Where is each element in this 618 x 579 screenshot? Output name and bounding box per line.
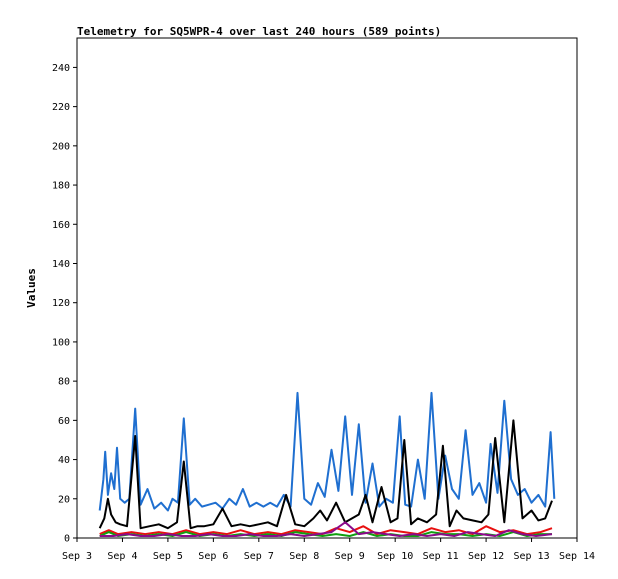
x-tick-label: Sep 13 xyxy=(513,551,549,562)
series-line-4 xyxy=(99,531,552,537)
y-tick-label: 0 xyxy=(64,534,70,545)
y-axis-label: Values xyxy=(25,268,38,308)
x-tick-label: Sep 5 xyxy=(153,551,183,562)
plot-frame xyxy=(76,37,578,539)
y-tick-label: 220 xyxy=(52,102,70,113)
y-axis: 0 20 40 60 80 100 120 140 160 180 200 220 240 xyxy=(52,63,77,545)
chart-title: Telemetry for SQ5WPR-4 over last 240 hou… xyxy=(77,25,441,38)
y-tick-label: 20 xyxy=(58,494,70,505)
y-tick-label: 60 xyxy=(58,416,70,427)
y-tick-label: 140 xyxy=(52,259,70,270)
series-line-1 xyxy=(98,391,556,512)
y-tick-label: 160 xyxy=(52,220,70,231)
y-tick-label: 40 xyxy=(58,455,70,466)
series-layer xyxy=(98,391,556,537)
x-tick-label: Sep 9 xyxy=(335,551,365,562)
x-tick-label: Sep 8 xyxy=(289,551,319,562)
x-tick-label: Sep 4 xyxy=(107,551,137,562)
y-tick-label: 240 xyxy=(52,63,70,74)
y-tick-label: 120 xyxy=(52,298,70,309)
x-tick-label: Sep 3 xyxy=(62,551,92,562)
x-axis: Sep 3 Sep 4 Sep 5 Sep 6 Sep 7 Sep 8 Sep 9 Sep 1… xyxy=(62,538,595,562)
series-line-5 xyxy=(99,521,553,537)
y-tick-label: 100 xyxy=(52,337,70,348)
x-tick-label: Sep 6 xyxy=(198,551,228,562)
y-tick-label: 200 xyxy=(52,141,70,152)
y-tick-label: 180 xyxy=(52,181,70,192)
y-tick-label: 80 xyxy=(58,377,70,388)
series-line-2 xyxy=(98,419,553,530)
x-tick-label: Sep 12 xyxy=(468,551,504,562)
x-tick-label: Sep 10 xyxy=(377,551,413,562)
x-tick-label: Sep 7 xyxy=(244,551,274,562)
x-tick-label: Sep 11 xyxy=(423,551,459,562)
x-tick-label: Sep 14 xyxy=(559,551,595,562)
